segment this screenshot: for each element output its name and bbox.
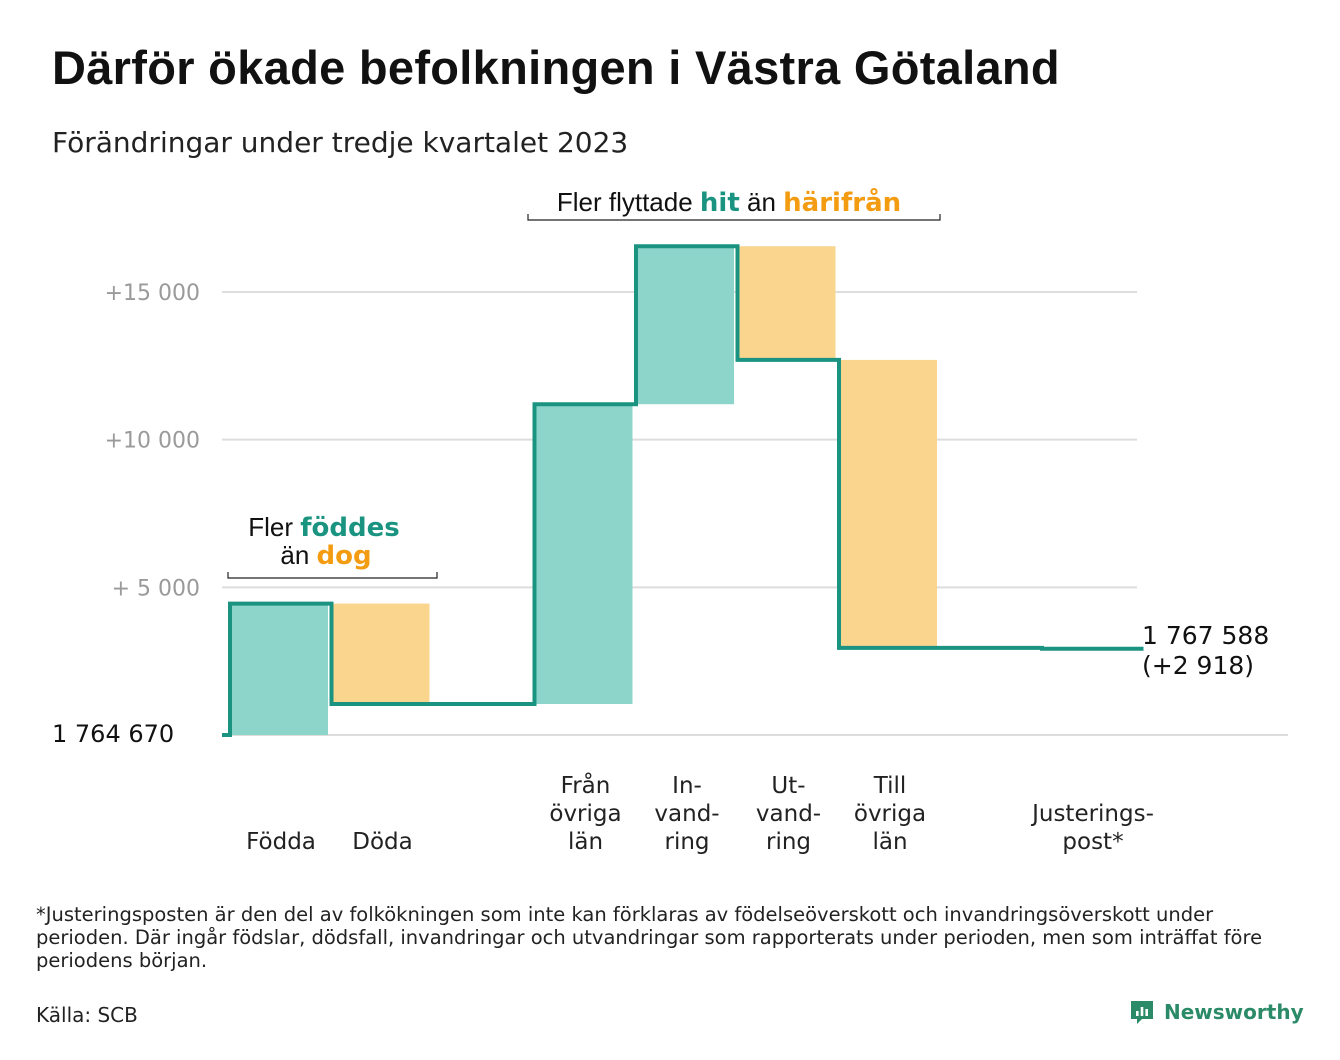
births-annotation-line1: Fler föddes — [248, 512, 400, 543]
x-category-label: Ut- — [771, 773, 805, 799]
x-category-label: In- — [672, 773, 702, 799]
x-category-label: Döda — [352, 829, 412, 855]
brand-logo: Newsworthy — [1128, 998, 1304, 1026]
y-tick-label: + 5 000 — [112, 576, 200, 601]
migration-bracket — [527, 214, 941, 221]
x-category-label: Från — [561, 771, 611, 799]
x-category-label: post* — [1062, 829, 1123, 855]
chart-title: Därför ökade befolkningen i Västra Götal… — [52, 41, 1060, 94]
y-tick-label: +15 000 — [105, 281, 200, 306]
x-category-label: övriga — [854, 801, 926, 827]
end-change-label: (+2 918) — [1142, 651, 1254, 680]
end-value-label: 1 767 588 — [1142, 621, 1269, 650]
x-category-label: Justerings- — [1030, 801, 1154, 827]
chart-subtitle: Förändringar under tredje kvartalet 2023 — [52, 126, 629, 159]
y-tick-label: +10 000 — [105, 429, 200, 454]
bar-invandring — [636, 246, 734, 405]
bars — [230, 246, 937, 735]
bar-födda — [230, 603, 328, 735]
bar-från-övriga-län — [534, 404, 633, 704]
births-annotation: Fler föddes än dog — [227, 512, 438, 579]
x-category-label: län — [872, 829, 907, 855]
bar-utvandring — [737, 246, 836, 360]
x-category-label: ring — [664, 829, 709, 855]
footnote: *Justeringsposten är den del av folkökni… — [36, 903, 1263, 972]
y-axis-ticks: +15 000 +10 000 + 5 000 — [105, 281, 200, 601]
migration-annotation-text: Fler flyttade hit än härifrån — [557, 186, 901, 218]
births-bracket — [227, 572, 438, 579]
brand-name: Newsworthy — [1164, 1000, 1304, 1024]
waterfall-chart: +15 000+10 000+ 5 000 Födda DödaFrånövrig… — [52, 186, 1288, 855]
x-category-label: Till — [873, 773, 907, 799]
baseline-value-label: 1 764 670 — [52, 720, 174, 748]
x-category-label: län — [568, 829, 603, 855]
source-label: Källa: SCB — [36, 1003, 138, 1027]
x-category-label: Födda — [246, 829, 316, 855]
x-category-label: övriga — [549, 801, 621, 827]
x-category-label: vand- — [654, 801, 719, 827]
step-line — [222, 244, 1144, 737]
x-category-label: ring — [766, 829, 811, 855]
x-category-label: vand- — [756, 801, 821, 827]
migration-annotation: Fler flyttade hit än härifrån — [527, 186, 941, 221]
x-axis-categories: Födda DödaFrånövrigalänIn-vand-ringUt-van… — [246, 771, 1154, 855]
bar-döda — [331, 603, 430, 704]
births-annotation-line2: än dog — [280, 540, 371, 571]
newsworthy-logo-icon — [1131, 1001, 1153, 1024]
bar-till-övriga-län — [839, 359, 937, 648]
cumulative-step-line — [222, 244, 1144, 737]
